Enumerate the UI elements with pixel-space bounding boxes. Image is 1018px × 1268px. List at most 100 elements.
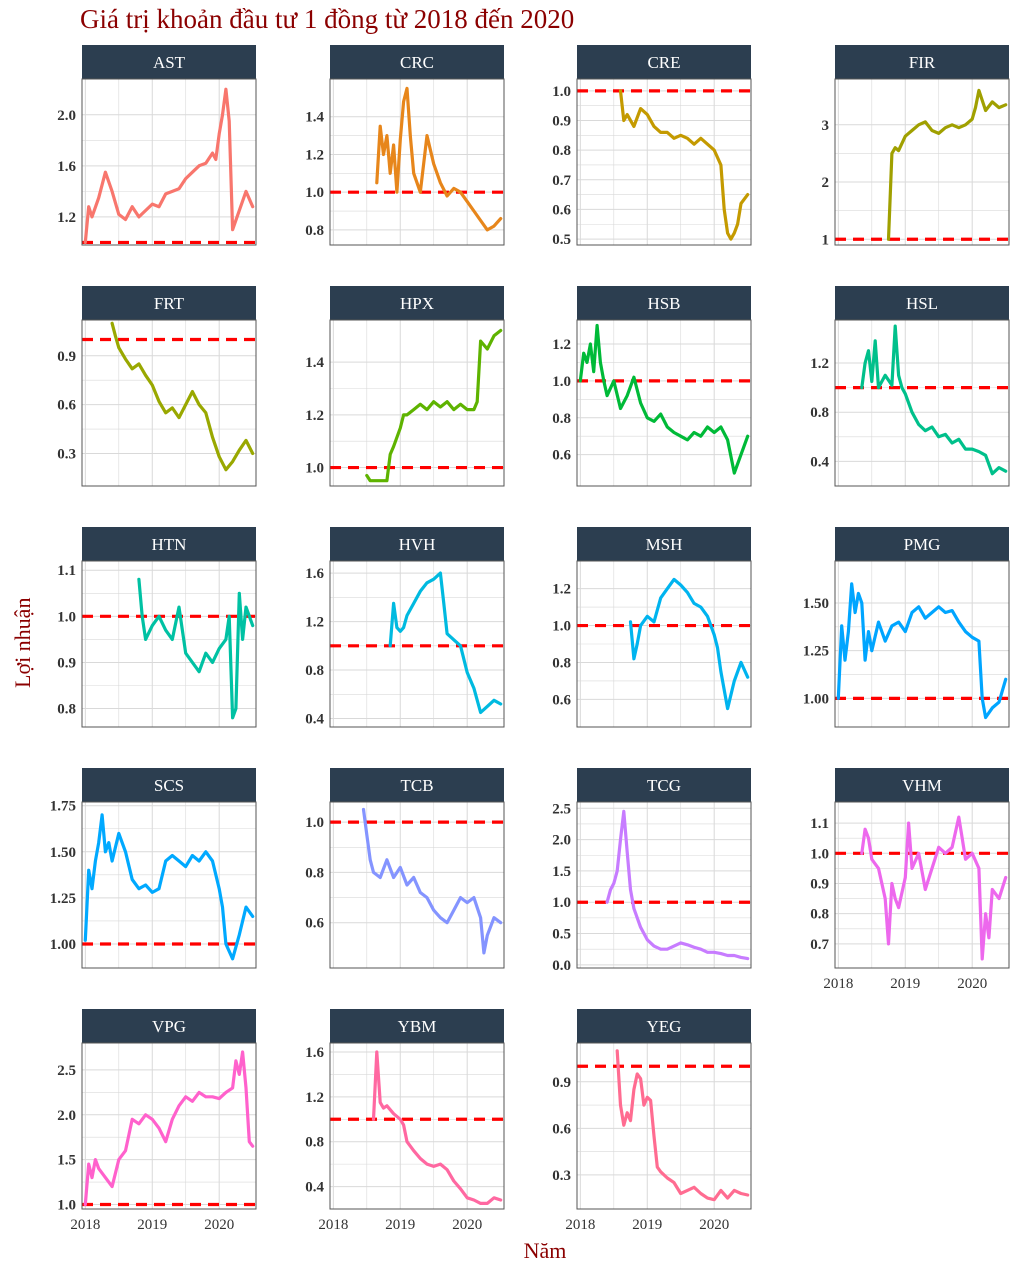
y-tick-label: 1.2 [552, 337, 571, 353]
strip-label: SCS [154, 776, 184, 795]
y-tick-label: 0.7 [552, 173, 571, 189]
panel-frame [329, 1042, 505, 1210]
strip-label: CRC [400, 53, 434, 72]
strip-label: HPX [400, 294, 434, 313]
series-line-vhm [860, 815, 1008, 961]
strip-frt [82, 286, 256, 320]
y-tick-label: 0.8 [810, 405, 829, 421]
strip-label: YEG [647, 1017, 682, 1036]
y-tick-label: 2.0 [57, 1108, 76, 1124]
y-tick-label: 0.4 [305, 712, 324, 728]
panel-frame [81, 78, 257, 246]
y-tick-label: 1.0 [552, 374, 571, 390]
x-tick-label: 2018 [565, 1217, 595, 1233]
y-tick-label: 0.9 [552, 1075, 571, 1091]
strip-label: HTN [152, 535, 187, 554]
y-tick-label: 2.5 [57, 1063, 76, 1079]
panel-frame [81, 319, 257, 487]
strip-cre [577, 45, 751, 79]
series-line-tcg [605, 809, 750, 961]
y-tick-label: 1.0 [810, 846, 829, 862]
panel-frame [576, 560, 752, 728]
strip-yeg [577, 1009, 751, 1043]
y-tick-label: 1.2 [305, 615, 324, 631]
panel-fir: FIR 1 2 3 [822, 45, 1010, 248]
y-tick-label: 2.5 [552, 801, 571, 817]
y-tick-label: 0.8 [552, 411, 571, 427]
panel-frame [834, 78, 1010, 246]
panel-frame [576, 319, 752, 487]
y-tick-label: 0.8 [305, 1135, 324, 1151]
y-tick-label: 3 [822, 118, 830, 134]
y-tick-label: 0.8 [305, 865, 324, 881]
x-axis-label: Năm [523, 1238, 567, 1263]
strip-hpx [330, 286, 504, 320]
y-tick-label: 2.0 [552, 833, 571, 849]
y-tick-label: 1.6 [305, 566, 324, 582]
x-tick-label: 2019 [385, 1217, 415, 1233]
panel-frame [834, 801, 1010, 969]
y-tick-label: 0.3 [552, 1168, 571, 1184]
strip-label: TCB [400, 776, 433, 795]
y-tick-label: 1.0 [57, 609, 76, 625]
y-tick-label: 1.0 [305, 185, 324, 201]
x-tick-label: 2019 [137, 1217, 167, 1233]
series-line-msh [628, 577, 750, 711]
y-tick-label: 0.4 [810, 454, 829, 470]
y-tick-label: 1.4 [305, 355, 324, 371]
x-tick-label: 2019 [890, 976, 920, 992]
x-tick-label: 2020 [957, 976, 987, 992]
panel-scs: SCS 1.00 1.25 1.50 1.75 [50, 768, 257, 969]
strip-vhm [835, 768, 1009, 802]
y-tick-label: 0.9 [552, 114, 571, 130]
x-tick-label: 2018 [823, 976, 853, 992]
panel-frame [576, 1042, 752, 1210]
y-tick-label: 0.4 [305, 1180, 324, 1196]
strip-label: HVH [399, 535, 436, 554]
panel-hsb: HSB 0.6 0.8 1.0 1.2 [552, 286, 752, 487]
y-tick-label: 0.9 [810, 876, 829, 892]
y-tick-label: 0.9 [57, 349, 76, 365]
strip-label: MSH [646, 535, 683, 554]
panel-frame [834, 560, 1010, 728]
strip-htn [82, 527, 256, 561]
y-tick-label: 1.2 [552, 582, 571, 598]
y-tick-label: 0.6 [552, 448, 571, 464]
strip-tcb [330, 768, 504, 802]
panel-hpx: HPX 1.0 1.2 1.4 [305, 286, 505, 487]
y-tick-label: 0.6 [305, 916, 324, 932]
y-tick-label: 1.2 [305, 147, 324, 163]
y-tick-label: 1.6 [305, 1045, 324, 1061]
series-line-tcb [361, 807, 503, 955]
y-tick-label: 0.3 [57, 446, 76, 462]
panel-frame [329, 560, 505, 728]
series-line-hsl [860, 324, 1008, 476]
y-tick-label: 0.7 [810, 937, 829, 953]
series-line-frt [110, 321, 255, 472]
series-line-hpx [365, 328, 503, 483]
panel-frame [81, 801, 257, 969]
y-tick-label: 0.6 [552, 1121, 571, 1137]
strip-ast [82, 45, 256, 79]
y-tick-label: 1.50 [50, 845, 76, 861]
strip-msh [577, 527, 751, 561]
x-tick-label: 2018 [70, 1217, 100, 1233]
y-tick-label: 1.25 [50, 891, 76, 907]
series-line-htn [137, 577, 255, 720]
y-tick-label: 1.5 [57, 1153, 76, 1169]
y-tick-label: 2.0 [57, 108, 76, 124]
strip-hvh [330, 527, 504, 561]
y-tick-label: 1.2 [305, 1090, 324, 1106]
y-tick-label: 2 [822, 175, 830, 191]
y-tick-label: 1.0 [552, 895, 571, 911]
y-tick-label: 1.2 [305, 408, 324, 424]
strip-label: VPG [152, 1017, 186, 1036]
y-tick-label: 1.25 [803, 644, 829, 660]
panel-hvh: HVH 0.4 0.8 1.2 1.6 [305, 527, 505, 728]
y-tick-label: 1 [822, 232, 830, 248]
series-line-vpg [83, 1050, 255, 1207]
panel-vhm: VHM 0.7 0.8 0.9 1.0 1.1 2018 2019 2020 [810, 768, 1010, 992]
panel-frame [329, 801, 505, 969]
series-line-cre [618, 89, 750, 241]
y-tick-label: 0.0 [552, 958, 571, 974]
